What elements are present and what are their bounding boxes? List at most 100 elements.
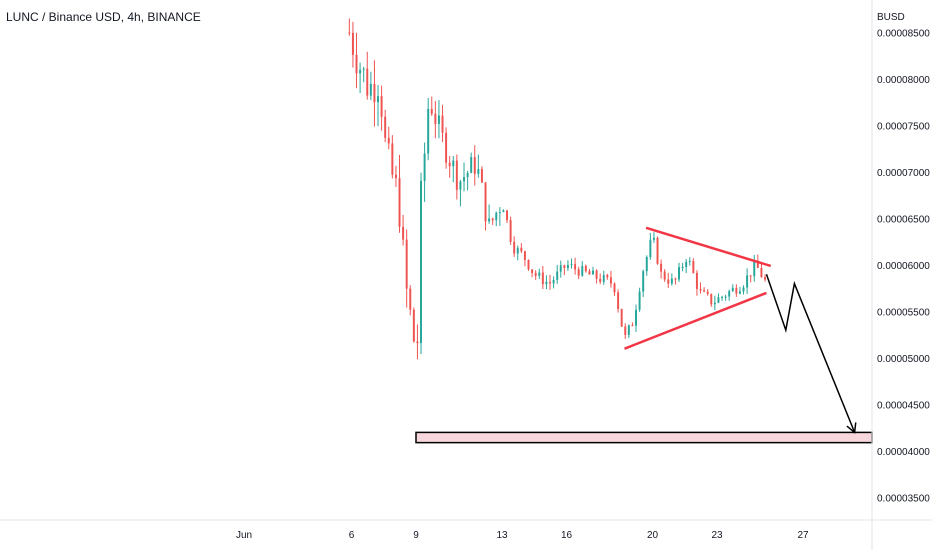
candle-body [746, 275, 749, 288]
candle-body [470, 157, 473, 173]
candle-body [624, 326, 627, 335]
candle-body [749, 275, 752, 277]
candle-body [645, 257, 648, 272]
candle-body [498, 212, 501, 214]
candle-body [527, 259, 530, 270]
triangle-lower-line [624, 291, 767, 350]
candle-body [667, 279, 670, 284]
candle-body [617, 292, 620, 309]
price-tick-label: 0.00006500 [877, 215, 930, 226]
candle-body [549, 281, 552, 284]
price-tick-label: 0.00004000 [877, 447, 930, 458]
candles-layer [348, 18, 767, 360]
candle-body [656, 237, 659, 264]
candle-body [559, 265, 562, 272]
price-tick-label: 0.00003500 [877, 494, 930, 505]
candle-body [685, 261, 688, 267]
candle-body [509, 220, 512, 242]
candle-body [688, 261, 691, 263]
candle-body [473, 157, 476, 174]
candle-body [695, 272, 698, 289]
time-tick-label: 9 [413, 530, 419, 541]
candle-body [563, 265, 566, 269]
price-tick-label: 0.00007500 [877, 122, 930, 133]
time-tick-label: 6 [349, 530, 355, 541]
candle-body [369, 83, 372, 96]
candle-body [735, 287, 738, 294]
candle-body [480, 169, 483, 183]
candle-body [448, 162, 451, 167]
candle-body [692, 261, 695, 273]
candle-body [362, 68, 365, 70]
candle-body [631, 325, 634, 327]
price-tick-label: 0.00005000 [877, 354, 930, 365]
candle-body [556, 271, 559, 280]
candle-body [588, 271, 591, 275]
candle-body [409, 288, 412, 310]
price-axis-currency: BUSD [877, 12, 905, 23]
candle-body [756, 261, 759, 268]
candle-body [581, 265, 584, 276]
time-tick-label: 13 [496, 530, 508, 541]
candle-body [391, 143, 394, 175]
projection-arrow-path [765, 274, 856, 433]
candle-body [599, 278, 602, 282]
candle-body [445, 132, 448, 163]
candle-body [398, 178, 401, 227]
candle-body [728, 291, 731, 297]
candle-body [674, 278, 677, 280]
candle-body [351, 32, 354, 55]
candle-body [584, 265, 587, 272]
candle-body [764, 277, 767, 280]
candle-body [437, 115, 440, 124]
candle-body [710, 293, 713, 305]
candle-body [531, 269, 534, 273]
candle-body [459, 181, 462, 190]
candle-body [384, 116, 387, 138]
candle-body [731, 287, 734, 292]
candle-body [541, 272, 544, 285]
candle-body [595, 270, 598, 279]
candle-body [663, 271, 666, 280]
price-tick-label: 0.00008000 [877, 75, 930, 86]
candle-body [592, 270, 595, 275]
candle-body [699, 288, 702, 291]
candle-body [427, 108, 430, 154]
candle-body [513, 241, 516, 254]
candle-body [495, 212, 498, 221]
candle-body [717, 297, 720, 303]
candle-body [703, 290, 706, 292]
price-tick-label: 0.00005500 [877, 308, 930, 319]
candle-body [545, 281, 548, 285]
triangle-upper-line [645, 226, 772, 268]
candle-body [416, 341, 419, 344]
candle-body [452, 160, 455, 167]
price-tick-label: 0.00004500 [877, 401, 930, 412]
candle-body [678, 267, 681, 280]
candle-body [420, 180, 423, 344]
candle-body [434, 113, 437, 124]
candle-body [642, 271, 645, 292]
time-tick-label: 27 [797, 530, 809, 541]
candle-body [488, 218, 491, 222]
candle-body [430, 108, 433, 114]
candle-body [502, 210, 505, 213]
candle-body [466, 172, 469, 178]
price-tick-label: 0.00008500 [877, 29, 930, 40]
candle-body [394, 174, 397, 179]
candle-body [577, 269, 580, 276]
candle-body [402, 226, 405, 240]
candle-body [455, 160, 458, 190]
candle-body [423, 153, 426, 181]
candle-body [373, 83, 376, 103]
candle-body [606, 275, 609, 278]
candle-body [359, 69, 362, 74]
candle-body [520, 247, 523, 252]
candle-body [660, 263, 663, 272]
candle-body [377, 96, 380, 103]
symbol-title: LUNC / Binance USD, 4h, BINANCE [6, 10, 201, 24]
candle-body [652, 237, 655, 240]
price-tick-label: 0.00006000 [877, 261, 930, 272]
candle-body [523, 251, 526, 260]
